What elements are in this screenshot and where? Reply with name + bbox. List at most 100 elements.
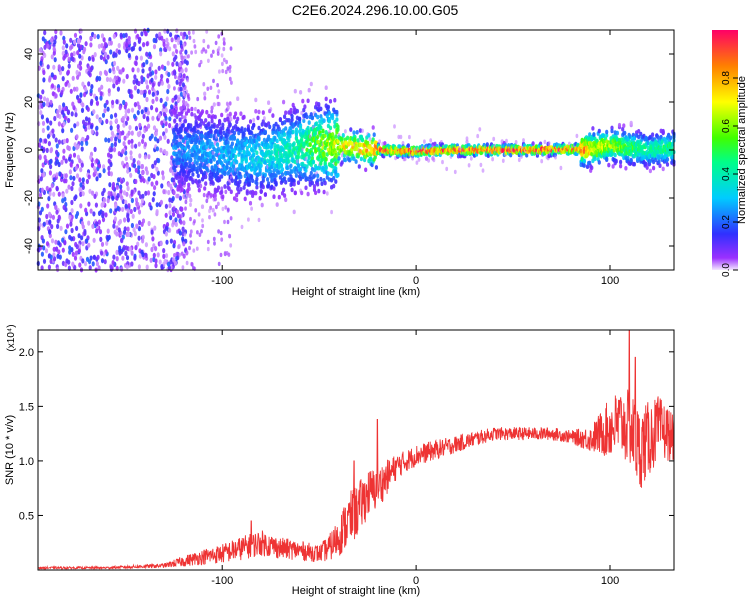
spectral-cell <box>130 143 134 149</box>
spectral-cell <box>42 172 46 178</box>
spectral-cell <box>184 111 189 116</box>
spectral-cell <box>359 156 363 162</box>
spectral-cell <box>491 157 494 162</box>
spectral-cell <box>55 149 59 155</box>
spectral-cell <box>224 69 228 75</box>
spectral-cell <box>294 166 298 172</box>
spectral-cell <box>336 172 340 178</box>
spectral-cell <box>185 250 189 256</box>
spectral-cell <box>148 51 152 57</box>
spectral-cell <box>415 160 419 165</box>
spectral-cell <box>159 51 163 57</box>
spectral-cell <box>194 49 198 55</box>
spectral-cell <box>614 158 618 164</box>
spectral-cell <box>244 156 248 162</box>
spectral-cell <box>151 115 155 121</box>
spectral-cell <box>331 112 335 118</box>
spectral-cell <box>70 208 74 214</box>
spectral-cell <box>158 31 162 37</box>
spectral-cell <box>155 180 159 186</box>
spectral-cell <box>299 126 303 131</box>
spectral-cell <box>47 196 51 202</box>
spectrogram-xlabel: Height of straight line (km) <box>292 286 420 298</box>
y-tick-label: 1.0 <box>19 456 34 468</box>
spectral-cell <box>64 178 68 184</box>
spectral-cell <box>316 134 320 140</box>
spectral-cell <box>58 171 62 177</box>
spectral-cell <box>150 133 154 139</box>
spectral-cell <box>141 238 145 244</box>
spectral-cell <box>126 217 130 223</box>
spectral-cell <box>172 44 176 49</box>
spectral-cell <box>89 100 93 106</box>
spectral-cell <box>41 120 46 126</box>
spectral-cell <box>168 210 172 216</box>
spectral-cell <box>152 44 157 50</box>
spectral-cell <box>182 55 186 60</box>
spectral-cell <box>95 95 99 102</box>
spectral-cell <box>75 86 79 92</box>
spectral-cell <box>187 144 191 150</box>
spectral-cell <box>222 57 226 63</box>
spectral-cell <box>122 244 126 251</box>
spectral-cell <box>229 189 233 195</box>
spectral-cell <box>140 221 144 227</box>
spectral-cell <box>184 206 187 211</box>
spectral-cell <box>55 209 59 215</box>
spectral-cell <box>75 134 79 140</box>
spectral-cell <box>232 136 237 141</box>
spectral-cell <box>145 41 149 47</box>
spectral-cell <box>597 128 601 134</box>
spectral-cell <box>183 58 187 64</box>
spectral-cell <box>92 109 96 115</box>
spectral-cell <box>307 87 311 93</box>
spectral-cell <box>106 54 110 60</box>
spectral-cell <box>245 190 249 196</box>
spectral-cell <box>151 197 155 203</box>
spectral-cell <box>210 105 214 111</box>
spectral-cell <box>94 169 98 175</box>
spectral-cell <box>166 88 170 95</box>
spectral-cell <box>40 265 44 271</box>
spectral-cell <box>157 113 161 119</box>
spectral-cell <box>284 110 288 115</box>
spectral-cell <box>665 157 670 162</box>
spectral-cell <box>648 168 653 174</box>
spectral-cell <box>216 83 220 88</box>
spectral-cell <box>192 248 196 253</box>
spectral-cell <box>85 256 90 262</box>
spectral-cell <box>247 151 252 157</box>
spectral-cell <box>90 84 94 90</box>
spectral-cell <box>222 37 226 42</box>
spectral-cell <box>131 213 135 219</box>
spectral-cell <box>210 119 214 124</box>
spectral-cell <box>133 206 137 212</box>
spectral-cell <box>67 63 71 69</box>
spectral-cell <box>304 168 308 173</box>
spectral-cell <box>229 243 233 248</box>
spectral-cell <box>203 186 207 191</box>
spectral-cell <box>81 81 85 87</box>
spectral-cell <box>155 146 159 152</box>
spectral-cell <box>182 241 186 247</box>
spectral-cell <box>71 181 75 187</box>
spectral-cell <box>219 230 223 236</box>
spectral-cell <box>212 157 216 162</box>
spectral-cell <box>206 239 210 245</box>
spectral-cell <box>85 238 89 244</box>
spectral-cell <box>270 144 274 149</box>
spectral-cell <box>107 190 111 196</box>
spectral-cell <box>219 252 223 258</box>
spectral-cell <box>137 235 141 241</box>
spectral-cell <box>181 138 185 144</box>
spectral-cell <box>54 34 58 40</box>
spectral-cell <box>116 124 120 130</box>
spectral-cell <box>220 237 224 242</box>
spectral-cell <box>121 115 125 122</box>
spectral-cell <box>70 185 74 192</box>
spectral-cell <box>67 82 71 88</box>
spectral-cell <box>216 51 220 56</box>
spectral-cell <box>254 145 258 150</box>
spectral-cell <box>165 96 169 102</box>
spectral-cell <box>43 154 47 160</box>
